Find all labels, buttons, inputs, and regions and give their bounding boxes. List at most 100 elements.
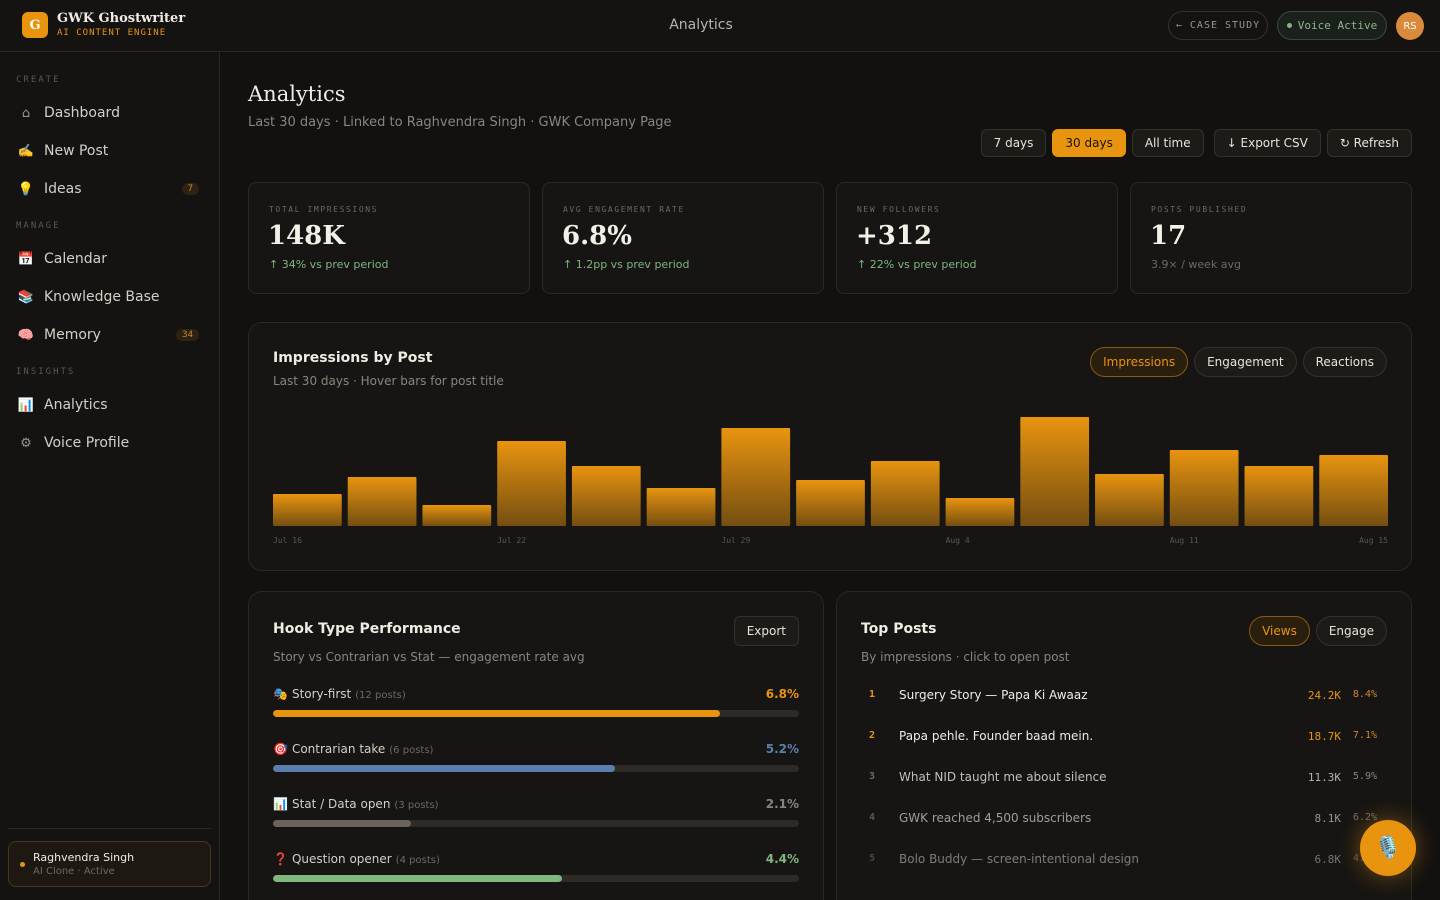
nav-item[interactable]: 📚 Knowledge Base (8, 278, 211, 316)
post-row[interactable]: 5 Bolo Buddy — screen-intentional design 6… (861, 852, 1377, 870)
voice-status-text: Voice Active (1297, 19, 1378, 32)
nav-item[interactable]: 📊 Analytics (8, 386, 211, 424)
x-tick-label: Aug 4 (946, 536, 970, 545)
nav-label: Analytics (44, 397, 108, 413)
nav-item[interactable]: ✍️ New Post (8, 132, 211, 170)
hook-bar (273, 710, 721, 717)
bar (422, 505, 492, 526)
chart-tab[interactable]: Impressions (1090, 347, 1189, 377)
voice-fab[interactable]: 🎙️ (1360, 820, 1416, 876)
hook-label: ❓ Question opener (4 posts) (273, 852, 440, 866)
nav-item[interactable]: ⚙ Voice Profile (8, 424, 211, 462)
hook-value: 2.1% (765, 797, 799, 811)
hooks-panel: Hook Type Performance Export Story vs Cont… (248, 591, 824, 900)
action-button[interactable]: ↓ Export CSV (1213, 129, 1321, 157)
hook-count: (6 posts) (389, 745, 434, 756)
bar (347, 477, 417, 526)
post-views: 18.7K (1307, 730, 1341, 743)
stat-delta: ↑ 34% vs prev period (269, 258, 389, 271)
post-rank: 4 (869, 812, 876, 823)
x-tick-label: Jul 29 (721, 536, 750, 545)
nav-icon: 💡 (17, 181, 35, 197)
hook-label: 🎭 Story-first (12 posts) (273, 687, 406, 701)
toolbar: 7 days 30 days All time ↓ Export CSV ↻ Refre… (980, 129, 1412, 157)
stat-label: NEW FOLLOWERS (857, 205, 941, 214)
stat-label: TOTAL IMPRESSIONS (269, 205, 379, 214)
post-views: 8.1K (1314, 812, 1342, 825)
bar (1319, 455, 1388, 526)
nav-item[interactable]: 📅 Calendar (8, 240, 211, 278)
top-posts-title: Top Posts (861, 621, 937, 637)
x-tick-label: Aug 15 (1359, 536, 1388, 545)
top-posts-panel: Top Posts Views Engage By impressions · cli… (836, 591, 1412, 900)
bar (1169, 450, 1239, 526)
stat-label: AVG ENGAGEMENT RATE (563, 205, 685, 214)
bar (497, 441, 566, 526)
hook-bar (273, 875, 563, 882)
post-row[interactable]: 1 Surgery Story — Papa Ki Awaaz 24.2K 8.4% (861, 688, 1377, 706)
user-status: AI Clone · Active (33, 866, 115, 877)
nav-icon: 🧠 (17, 327, 35, 343)
section-heading: INSIGHTS (16, 367, 76, 377)
nav-label: Voice Profile (44, 435, 130, 451)
post-rate: 6.2% (1352, 812, 1377, 823)
avatar[interactable]: RS (1396, 12, 1424, 40)
nav-item[interactable]: ⌂ Dashboard (8, 94, 211, 132)
stat-value: +312 (856, 221, 933, 251)
bar-chart: Jul 16 Jul 22 Jul 29 Aug 4 Aug 11 Aug 15 (273, 417, 1388, 545)
post-views: 11.3K (1307, 771, 1341, 784)
post-row[interactable]: 3 What NID taught me about silence 11.3K 5.… (861, 770, 1377, 788)
chart-tab[interactable]: Engagement (1194, 347, 1297, 377)
hook-track (273, 875, 799, 882)
nav-icon: 📅 (17, 251, 35, 267)
stat-delta: ↑ 1.2pp vs prev period (563, 258, 690, 271)
bar (870, 461, 940, 526)
hook-track (273, 820, 799, 827)
status-dot (1286, 23, 1292, 28)
nav-label: Memory (44, 327, 101, 343)
post-row[interactable]: 2 Papa pehle. Founder baad mein. 18.7K 7.1% (861, 729, 1377, 747)
hook-value: 6.8% (765, 687, 799, 701)
nav-item[interactable]: 💡 Ideas 7 (8, 170, 211, 208)
post-title: Surgery Story — Papa Ki Awaaz (899, 688, 1088, 702)
post-title: Papa pehle. Founder baad mein. (899, 729, 1094, 743)
post-rank: 2 (869, 730, 876, 741)
filter-button[interactable]: 30 days (1052, 129, 1126, 157)
voice-status: Voice Active (1277, 11, 1387, 40)
post-rate: 8.4% (1352, 689, 1377, 700)
hook-name: Stat / Data open (291, 797, 391, 811)
section-heading: MANAGE (16, 221, 61, 231)
filter-button[interactable]: All time (1131, 129, 1204, 157)
bar (646, 488, 716, 526)
post-row[interactable]: 4 GWK reached 4,500 subscribers 8.1K 6.2% (861, 811, 1377, 829)
x-tick-label: Aug 11 (1170, 536, 1199, 545)
page-subtitle: Last 30 days · Linked to Raghvendra Sing… (248, 115, 672, 130)
logo: G (22, 12, 48, 38)
filter-button[interactable]: 7 days (980, 129, 1047, 157)
post-rank: 1 (869, 689, 876, 700)
user-card[interactable]: Raghvendra Singh AI Clone · Active (8, 841, 211, 887)
x-tick-label: Jul 16 (273, 536, 302, 545)
hook-icon: 🎯 (273, 742, 288, 756)
nav-label: Ideas (44, 181, 82, 197)
top-posts-tab[interactable]: Engage (1315, 616, 1387, 646)
chart-tabs: Impressions Engagement Reactions (1090, 347, 1387, 377)
hooks-title: Hook Type Performance (273, 621, 461, 637)
bar (571, 466, 641, 526)
stat-value: 148K (268, 221, 345, 251)
top-posts-tab[interactable]: Views (1249, 616, 1310, 646)
post-rank: 3 (869, 771, 876, 782)
nav-item[interactable]: 🧠 Memory 34 (8, 316, 211, 354)
header-title: Analytics (669, 17, 733, 33)
hooks-export[interactable]: Export (733, 616, 799, 646)
nav-icon: ⚙ (20, 435, 32, 451)
post-views: 6.8K (1314, 853, 1342, 866)
hook-count: (3 posts) (394, 800, 439, 811)
post-title: GWK reached 4,500 subscribers (899, 811, 1092, 825)
nav-icon: ⌂ (21, 105, 31, 121)
bar (796, 480, 865, 526)
action-button[interactable]: ↻ Refresh (1326, 129, 1412, 157)
sidebar: CREATE ⌂ Dashboard ✍️ New Post 💡 Ideas 7 MANAGE 📅… (0, 52, 220, 900)
case-study-button[interactable]: ← CASE STUDY (1168, 11, 1268, 40)
chart-tab[interactable]: Reactions (1302, 347, 1387, 377)
